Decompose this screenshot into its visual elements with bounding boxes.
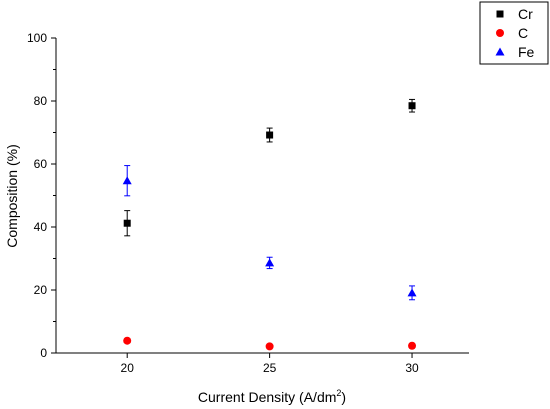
y-tick-label: 80 [34,94,48,108]
x-tick-label: 20 [121,361,135,375]
data-point-cr [408,102,416,110]
data-point-c [265,342,274,351]
data-point-cr [123,219,131,227]
legend-label-c: C [518,25,528,41]
y-axis-title: Composition (%) [4,144,20,247]
legend-marker-cr [496,10,504,18]
series-cr [123,98,416,237]
data-point-fe [265,258,275,267]
data-point-fe [407,288,417,297]
legend-label-fe: Fe [518,44,535,60]
legend-label-cr: Cr [518,6,533,22]
y-axis: 0 20 40 60 80 100 [27,31,56,360]
x-axis-title: Current Density (A/dm2) [198,388,346,405]
y-tick-label: 20 [34,283,48,297]
x-tick-label: 25 [263,361,277,375]
series-c [123,336,417,351]
plot-frame [55,38,469,354]
y-tick-label: 40 [34,220,48,234]
legend-box [479,1,549,65]
x-axis: 20 25 30 [121,353,419,375]
data-layer [122,98,417,351]
data-point-c [123,336,132,345]
legend-marker-fe [495,47,505,56]
y-tick-label: 60 [34,157,48,171]
legend-marker-c [496,29,504,37]
series-fe [122,165,417,301]
data-point-cr [266,131,274,139]
data-point-c [408,341,417,350]
x-tick-label: 30 [405,361,419,375]
legend: Cr C Fe [479,1,549,65]
y-tick-label: 100 [27,31,47,45]
data-point-fe [122,176,132,185]
y-tick-label: 0 [40,346,47,360]
